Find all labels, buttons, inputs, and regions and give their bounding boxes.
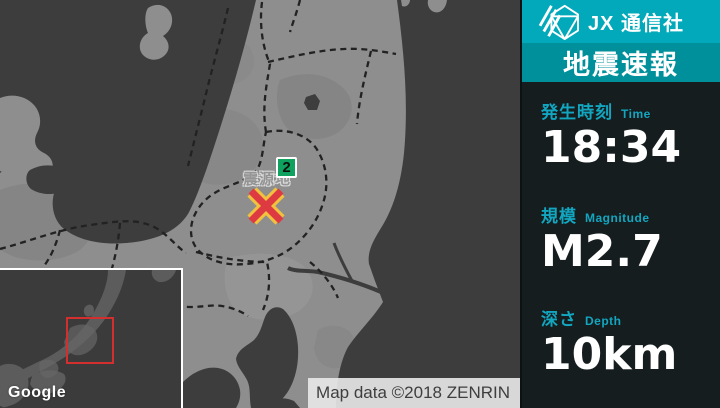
map-canvas[interactable]: 震源地 2: [0, 0, 520, 408]
time-block: 発生時刻 Time 18:34: [541, 98, 720, 171]
noto-peninsula: [0, 95, 53, 184]
toyama-bay: [26, 165, 72, 195]
tokyo-bay: [236, 307, 299, 408]
brand-name: JX 通信社: [588, 13, 685, 36]
jx-hexagon-logo-icon: [538, 4, 579, 40]
uraga-channel: [262, 398, 300, 408]
depth-block: 深さ Depth 10km: [541, 305, 720, 378]
sagami-bay: [183, 367, 241, 408]
pacific-ocean: [336, 0, 520, 408]
magnitude-label-jp: 規模: [541, 206, 577, 226]
magnitude-value: M2.7: [541, 225, 663, 277]
magnitude-label-en: Magnitude: [585, 210, 650, 225]
depth-value: 10km: [541, 328, 678, 380]
time-value: 18:34: [541, 122, 682, 174]
alert-title: 地震速報: [563, 50, 679, 81]
magnitude-block: 規模 Magnitude M2.7: [541, 202, 720, 275]
depth-label-en: Depth: [585, 313, 622, 328]
epicenter-x-icon: [247, 187, 285, 225]
google-logo[interactable]: Google: [8, 384, 67, 401]
inset-map: Google: [0, 268, 183, 408]
brand-header: JX 通信社: [522, 0, 720, 44]
map-attribution: Map data ©2018 ZENRIN: [308, 378, 520, 408]
quake-info-panel: 発生時刻 Time 18:34 規模 Magnitude M2.7 深さ Dep…: [522, 82, 720, 408]
inset-terrain: [39, 324, 98, 378]
coastal-islets: [401, 0, 447, 13]
time-label-jp: 発生時刻: [541, 103, 613, 123]
lake: [304, 94, 320, 110]
inset-map-svg: [0, 270, 181, 408]
time-label-en: Time: [621, 107, 651, 122]
sado-island: [139, 4, 173, 60]
inset-viewport-rect: [66, 317, 114, 364]
depth-label-jp: 深さ: [541, 309, 577, 329]
info-sidebar: JX 通信社 地震速報 発生時刻 Time 18:34 規模 Magnitude…: [520, 0, 720, 408]
tone-river: [287, 242, 382, 294]
japan-archipelago: [0, 270, 176, 408]
alert-bar: 地震速報: [522, 43, 720, 83]
intensity-badge: 2: [276, 157, 297, 178]
